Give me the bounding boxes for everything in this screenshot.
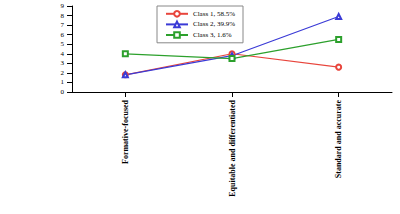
svg-text:Class 1, 58.5%: Class 1, 58.5%	[193, 10, 235, 18]
svg-text:6: 6	[61, 31, 65, 39]
svg-text:7: 7	[61, 21, 65, 29]
svg-text:0: 0	[61, 88, 65, 96]
svg-text:Standard and accurate: Standard and accurate	[334, 100, 343, 179]
svg-text:3: 3	[61, 59, 65, 67]
svg-text:2: 2	[61, 69, 65, 77]
svg-text:5: 5	[61, 40, 65, 48]
svg-text:Equitable and differentiated: Equitable and differentiated	[228, 99, 237, 196]
svg-text:4: 4	[61, 50, 65, 58]
svg-text:Formative-focused: Formative-focused	[121, 99, 130, 164]
svg-text:9: 9	[61, 2, 65, 10]
svg-text:8: 8	[61, 12, 65, 20]
svg-text:Class 2, 39.9%: Class 2, 39.9%	[193, 20, 235, 28]
svg-text:1: 1	[61, 78, 65, 86]
svg-text:Class 3, 1.6%: Class 3, 1.6%	[193, 31, 232, 39]
